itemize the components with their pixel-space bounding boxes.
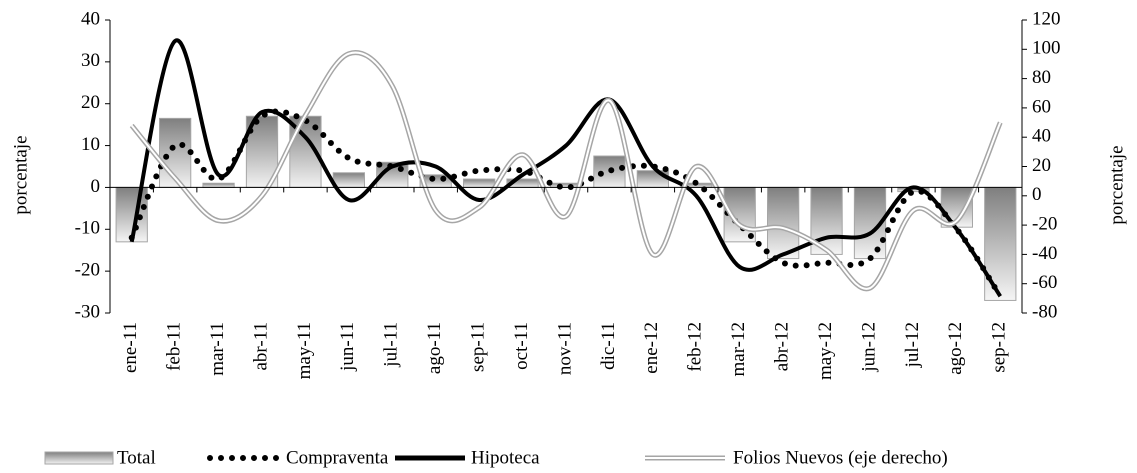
y-tick-label: -20 xyxy=(75,260,100,281)
x-tick-label: ene-12 xyxy=(641,322,662,374)
y-tick-label: 0 xyxy=(91,176,101,197)
bar xyxy=(984,186,1017,301)
x-tick-label: sep-11 xyxy=(468,322,489,372)
x-tick-label: feb-11 xyxy=(164,322,185,371)
x-tick-label: abr-11 xyxy=(250,322,271,371)
legend-swatch xyxy=(44,451,114,465)
y2-tick-label: 0 xyxy=(1032,184,1042,205)
y2-tick-label: 60 xyxy=(1032,96,1051,117)
x-tick-label: jul-12 xyxy=(902,322,923,368)
x-tick-label: ago-12 xyxy=(945,322,966,375)
y2-tick-label: -20 xyxy=(1032,213,1057,234)
y2-tick-label: 40 xyxy=(1032,126,1051,147)
x-tick-label: jun-11 xyxy=(337,322,358,372)
y-tick-label: 10 xyxy=(81,134,100,155)
x-tick-label: nov-11 xyxy=(554,322,575,375)
y2-tick-label: 100 xyxy=(1032,38,1061,59)
x-tick-label: may-11 xyxy=(294,322,315,379)
bar xyxy=(332,172,365,188)
y2-axis-label: porcentaje xyxy=(1106,145,1127,224)
y-tick-label: 20 xyxy=(81,92,100,113)
bar xyxy=(202,182,235,188)
x-tick-label: mar-12 xyxy=(728,322,749,377)
legend-label: Compraventa xyxy=(286,447,389,468)
y2-tick-label: 20 xyxy=(1032,155,1051,176)
x-tick-label: oct-11 xyxy=(511,322,532,370)
x-tick-label: jul-11 xyxy=(381,322,402,368)
x-tick-label: mar-11 xyxy=(207,322,228,376)
legend-label: Folios Nuevos (eje derecho) xyxy=(733,447,948,468)
line xyxy=(128,108,1004,300)
y2-tick-label: 120 xyxy=(1032,8,1061,29)
bar xyxy=(463,178,496,188)
y2-tick-label: -80 xyxy=(1032,301,1057,322)
x-tick-label: ago-11 xyxy=(424,322,445,374)
y2-tick-label: -60 xyxy=(1032,272,1057,293)
y-tick-label: -30 xyxy=(75,301,100,322)
y2-tick-label: -40 xyxy=(1032,243,1057,264)
x-tick-label: sep-12 xyxy=(989,322,1010,373)
x-tick-label: ene-11 xyxy=(120,322,141,373)
y-tick-label: 40 xyxy=(81,8,100,29)
line-inner xyxy=(130,51,1002,290)
y-tick-label: 30 xyxy=(81,50,100,71)
x-tick-label: jun-12 xyxy=(858,322,879,373)
legend-label: Total xyxy=(117,447,156,468)
x-tick-label: may-12 xyxy=(815,322,836,380)
y-tick-label: -10 xyxy=(75,218,100,239)
x-tick-label: abr-12 xyxy=(772,322,793,371)
y-axis-label: porcentaje xyxy=(10,135,31,214)
x-tick-label: dic-11 xyxy=(598,322,619,370)
y2-tick-label: 80 xyxy=(1032,67,1051,88)
legend-label: Hipoteca xyxy=(471,447,540,468)
x-tick-label: feb-12 xyxy=(685,322,706,372)
bar xyxy=(767,186,800,260)
line xyxy=(129,38,1002,298)
